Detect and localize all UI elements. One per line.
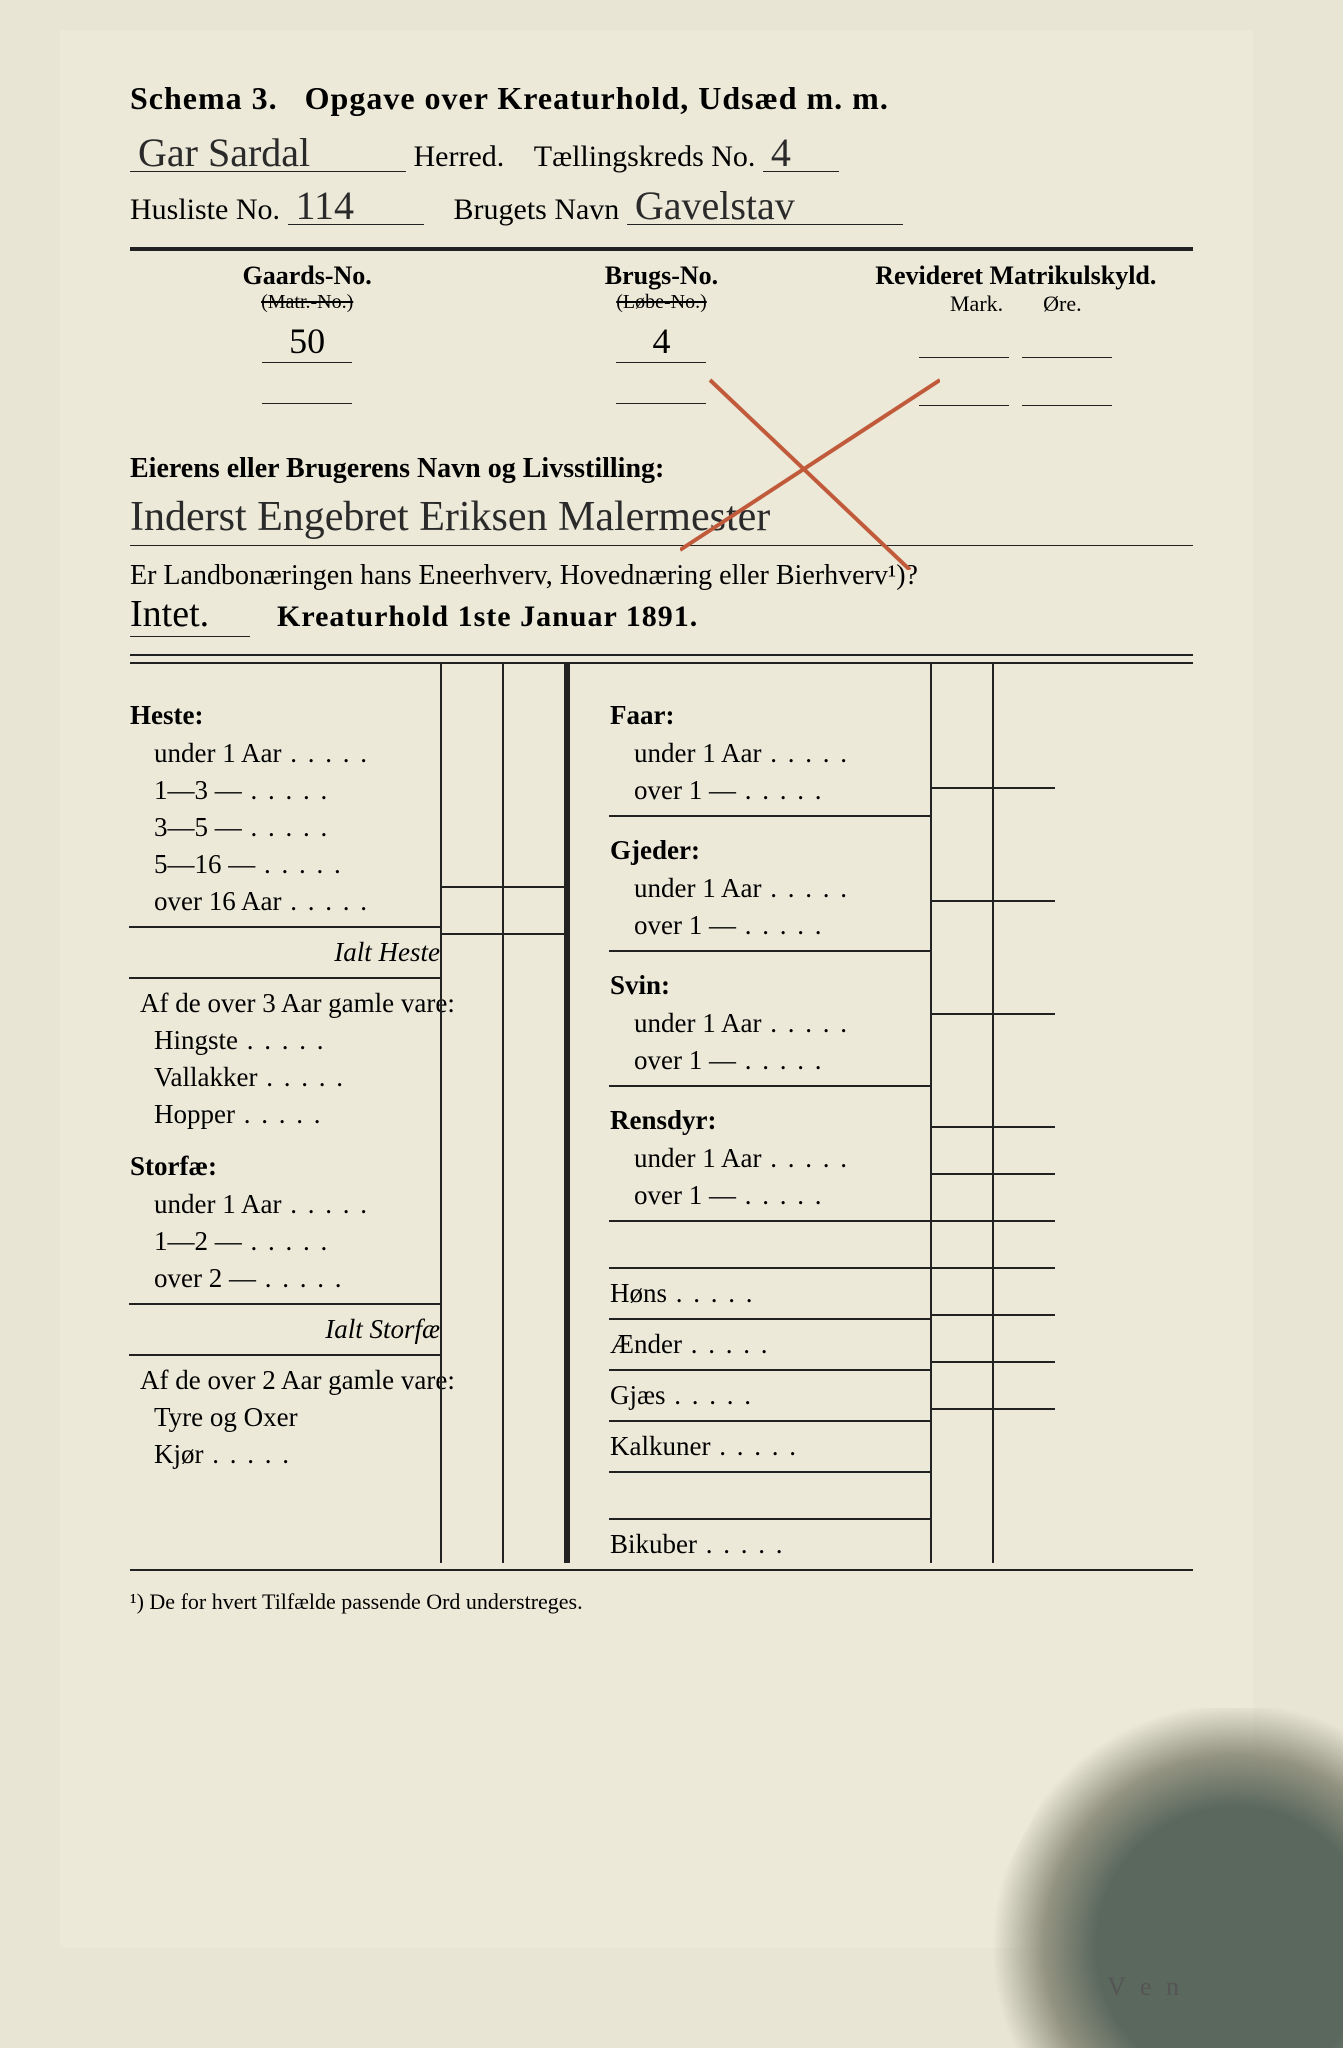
faar-hdr: Faar: xyxy=(610,700,930,731)
hons: Høns xyxy=(610,1275,930,1312)
heste-over3-note: Af de over 3 Aar gamle vare: xyxy=(130,985,440,1022)
hingste: Hingste xyxy=(130,1022,440,1059)
left-value-col-1 xyxy=(440,664,502,1563)
divider-thin-2 xyxy=(130,1569,1193,1571)
heste-over16: over 16 Aar xyxy=(130,883,440,920)
brugs-no-val: 4 xyxy=(616,320,706,363)
storfae-over2: over 2 — xyxy=(130,1260,440,1297)
husliste-label: Husliste No. xyxy=(130,193,280,226)
hopper: Hopper xyxy=(130,1096,440,1133)
brugets-navn-label: Brugets Navn xyxy=(454,193,620,226)
owner-question: Er Landbonæringen hans Eneerhverv, Hoved… xyxy=(130,560,1193,592)
schema-title: Opgave over Kreaturhold, Udsæd m. m. xyxy=(305,80,889,116)
matrikul-ore: Øre. xyxy=(1043,291,1081,317)
heste-hdr: Heste: xyxy=(130,700,440,731)
owner-label: Eierens eller Brugerens Navn og Livsstil… xyxy=(130,453,1193,485)
heste-5-16: 5—16 — xyxy=(130,846,440,883)
taellingskreds-value: 4 xyxy=(763,135,839,172)
taellingskreds-label: Tællingskreds No. xyxy=(534,140,756,173)
kjor: Kjør xyxy=(130,1436,440,1473)
rensdyr-under1: under 1 Aar xyxy=(610,1140,930,1177)
left-labels-col: Heste: under 1 Aar 1—3 — 3—5 — 5—16 — ov… xyxy=(130,664,440,1563)
gjeder-hdr: Gjeder: xyxy=(610,835,930,866)
svin-hdr: Svin: xyxy=(610,970,930,1001)
matrikul-blank-4 xyxy=(1022,375,1112,406)
left-value-col-2 xyxy=(502,664,564,1563)
schema-title-row: Schema 3. Opgave over Kreaturhold, Udsæd… xyxy=(130,80,1193,117)
document-paper: Schema 3. Opgave over Kreaturhold, Udsæd… xyxy=(60,30,1253,1948)
gaards-no-sub: (Matr.-No.) xyxy=(130,291,484,314)
aender: Ænder xyxy=(610,1326,930,1363)
gaards-no-val: 50 xyxy=(262,320,352,363)
bottom-ven-text: V e n xyxy=(1107,1972,1183,2002)
right-value-col-2 xyxy=(992,664,1054,1563)
svin-over1: over 1 — xyxy=(610,1042,930,1079)
footnote: ¹) De for hvert Tilfælde passende Ord un… xyxy=(130,1589,1193,1615)
owner-block: Eierens eller Brugerens Navn og Livsstil… xyxy=(130,453,1193,648)
storfae-1-2: 1—2 — xyxy=(130,1223,440,1260)
gjeder-over1: over 1 — xyxy=(610,907,930,944)
gaard-columns: Gaards-No. (Matr.-No.) 50 Brugs-No. (Løb… xyxy=(130,261,1193,413)
schema-label: Schema 3. xyxy=(130,80,278,116)
husliste-value: 114 xyxy=(288,188,424,225)
kreatur-title: Kreaturhold 1ste Januar 1891. xyxy=(277,600,698,634)
storfae-under1: under 1 Aar xyxy=(130,1186,440,1223)
heste-3-5: 3—5 — xyxy=(130,809,440,846)
svin-under1: under 1 Aar xyxy=(610,1005,930,1042)
matrikul-blank-3 xyxy=(919,375,1009,406)
livestock-table: Heste: under 1 Aar 1—3 — 3—5 — 5—16 — ov… xyxy=(130,662,1193,1563)
brugs-no-blank xyxy=(616,373,706,404)
brugs-no-col: Brugs-No. (Løbe-No.) 4 xyxy=(484,261,838,413)
divider-thin-1 xyxy=(130,654,1193,656)
matrikul-hdr: Revideret Matrikulskyld. xyxy=(839,261,1193,291)
kalkuner: Kalkuner xyxy=(610,1428,930,1465)
vallakker: Vallakker xyxy=(130,1059,440,1096)
gjaes: Gjæs xyxy=(610,1377,930,1414)
scan-page: 22 Schema 3. Opgave over Kreaturhold, Ud… xyxy=(0,0,1343,2048)
storfae-total: Ialt Storfæ xyxy=(130,1311,440,1348)
storfae-hdr: Storfæ: xyxy=(130,1151,440,1182)
matrikul-mark: Mark. xyxy=(950,291,1003,317)
brugs-no-hdr: Brugs-No. xyxy=(484,261,838,291)
matrikul-blank-1 xyxy=(919,327,1009,358)
kreatur-line: Intet. Kreaturhold 1ste Januar 1891. xyxy=(130,592,1193,648)
herred-line: Gar Sardal Herred. Tællingskreds No. 4 xyxy=(130,135,1193,174)
heste-under1: under 1 Aar xyxy=(130,735,440,772)
gaards-no-hdr: Gaards-No. xyxy=(130,261,484,291)
bikuber: Bikuber xyxy=(610,1526,930,1563)
divider-thick-1 xyxy=(130,247,1193,251)
heste-total: Ialt Heste xyxy=(130,934,440,971)
storfae-over2-note: Af de over 2 Aar gamle vare: xyxy=(130,1362,440,1399)
rensdyr-over1: over 1 — xyxy=(610,1177,930,1214)
faar-over1: over 1 — xyxy=(610,772,930,809)
right-value-col-1 xyxy=(930,664,992,1563)
owner-question-answer: Intet. xyxy=(130,592,250,637)
heste-1-3: 1—3 — xyxy=(130,772,440,809)
owner-value: Inderst Engebret Eriksen Malermester xyxy=(130,489,1193,546)
rensdyr-hdr: Rensdyr: xyxy=(610,1105,930,1136)
herred-label: Herred. xyxy=(414,140,505,173)
matrikul-blank-2 xyxy=(1022,327,1112,358)
husliste-line: Husliste No. 114 Brugets Navn Gavelstav xyxy=(130,188,1193,227)
matrikul-col: Revideret Matrikulskyld. Mark. Øre. xyxy=(839,261,1193,413)
gjeder-under1: under 1 Aar xyxy=(610,870,930,907)
gaards-no-col: Gaards-No. (Matr.-No.) 50 xyxy=(130,261,484,413)
tyre-oxer: Tyre og Oxer xyxy=(130,1399,440,1436)
brugets-navn-value: Gavelstav xyxy=(627,188,903,225)
herred-value: Gar Sardal xyxy=(130,135,406,172)
faar-under1: under 1 Aar xyxy=(610,735,930,772)
gaards-no-blank xyxy=(262,373,352,404)
brugs-no-sub: (Løbe-No.) xyxy=(484,291,838,314)
right-labels-col: Faar: under 1 Aar over 1 — Gjeder: under… xyxy=(610,664,930,1563)
center-divider xyxy=(564,664,610,1563)
